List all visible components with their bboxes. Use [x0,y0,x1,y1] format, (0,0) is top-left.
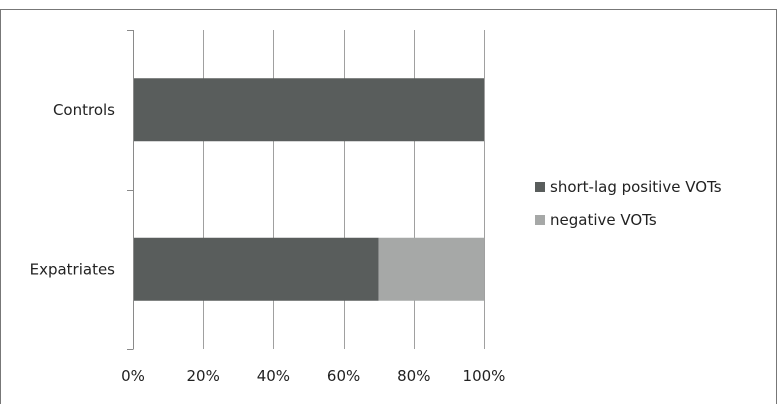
category-label: Controls [53,101,115,119]
legend-label: short-lag positive VOTs [550,178,722,196]
x-tick-label: 20% [187,367,220,385]
bar-negative-vots-expatriates [378,237,484,301]
x-tick-label: 80% [397,367,430,385]
legend-label: negative VOTs [550,211,657,229]
bar-short-lag-positive-vots-controls [133,78,484,142]
x-tick-label: 100% [463,367,506,385]
legend-swatch [535,182,545,192]
chart-border [0,9,777,404]
bar-short-lag-positive-vots-expatriates [133,237,379,301]
x-tick-label: 0% [121,367,145,385]
x-tick-label: 40% [257,367,290,385]
legend-swatch [535,215,545,225]
category-label: Expatriates [30,260,116,278]
x-tick-label: 60% [327,367,360,385]
